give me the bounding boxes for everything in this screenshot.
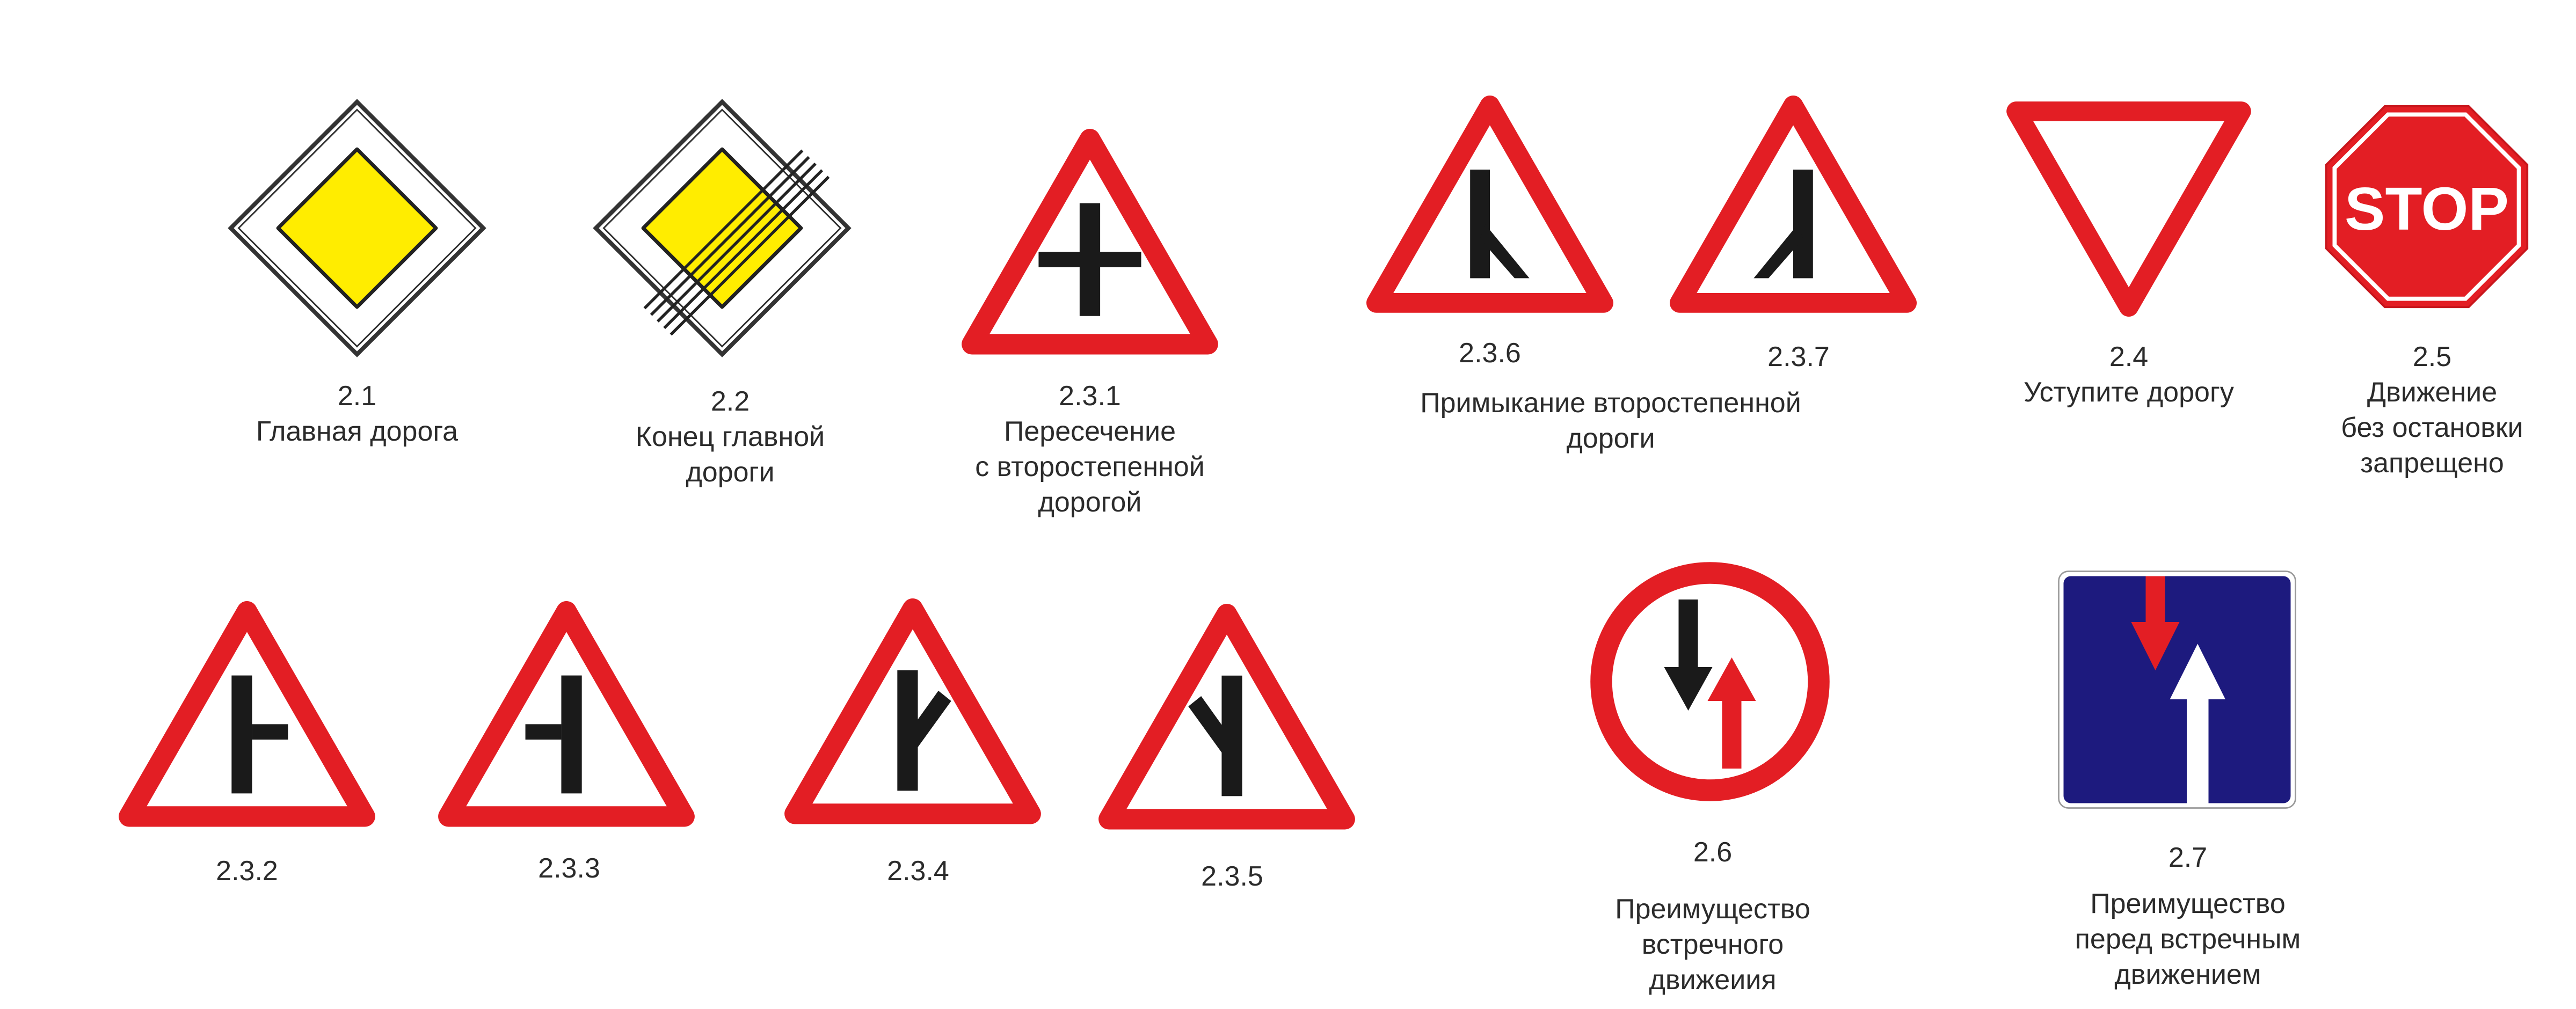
end-main-road-icon — [593, 99, 852, 357]
caption-2-7: 2.7 Преимущество перед встречным движени… — [2048, 840, 2327, 992]
main-road-icon — [228, 99, 486, 357]
sign-title: с второстепенной — [975, 451, 1205, 482]
sign-code: 2.3.1 — [1059, 381, 1121, 412]
sign-2-4-give-way — [2005, 97, 2252, 317]
caption-2-3-1: 2.3.1 Пересечение с второстепенной дорог… — [950, 378, 1229, 520]
caption-2-3-5: 2.3.5 — [1125, 859, 1340, 894]
sign-title: Движение — [2367, 377, 2498, 408]
sign-title: перед встречным — [2075, 924, 2301, 955]
sign-title: запрещено — [2360, 448, 2504, 479]
sign-code: 2.4 — [2109, 341, 2149, 372]
sign-code: 2.3.2 — [216, 856, 278, 887]
sign-2-3-5-adjoining — [1098, 604, 1356, 835]
caption-2-1: 2.1 Главная дорога — [223, 378, 491, 449]
oncoming-priority-icon — [1590, 562, 1830, 801]
sign-2-3-6-adjoining — [1366, 94, 1613, 319]
sign-code: 2.3.6 — [1459, 338, 1521, 369]
sign-title: дороги — [686, 457, 775, 488]
caption-2-3-7-code: 2.3.7 — [1691, 339, 1906, 375]
sign-title: Конец главной — [635, 421, 825, 452]
sign-title: Пересечение — [1003, 416, 1176, 447]
caption-2-3-2: 2.3.2 — [140, 853, 354, 889]
sign-title: Примыкание второстепенной — [1420, 387, 1801, 419]
adjoining-road-diagonal-left-icon — [1098, 604, 1355, 830]
sign-2-3-1-crossing — [961, 129, 1219, 360]
sign-code: 2.2 — [710, 386, 750, 417]
sign-title: встречного — [1641, 929, 1784, 960]
sign-code: 2.6 — [1693, 837, 1733, 868]
sign-title: Главная дорога — [256, 416, 459, 447]
sign-title: дорогой — [1038, 487, 1142, 518]
sign-title: движеиия — [1649, 964, 1777, 996]
caption-2-3-6-7-title: Примыкание второстепенной дороги — [1364, 385, 1858, 456]
caption-2-3-6-code: 2.3.6 — [1382, 335, 1597, 371]
sign-2-3-7-adjoining — [1670, 94, 1917, 319]
sign-code: 2.5 — [2412, 341, 2452, 372]
sign-title: без остановки — [2341, 412, 2523, 443]
caption-2-3-3: 2.3.3 — [462, 851, 676, 886]
adjoining-road-right-icon — [1366, 96, 1613, 313]
sign-code: 2.3.5 — [1201, 861, 1263, 892]
sign-title: Уступите дорогу — [2024, 377, 2234, 408]
sign-title: дороги — [1566, 423, 1655, 454]
caption-2-6: 2.6 Преимущество встречного движеиия — [1584, 835, 1842, 998]
sign-2-3-3-adjoining — [438, 601, 695, 832]
sign-title: движением — [2114, 959, 2261, 990]
stop-sign-icon: STOP — [2325, 105, 2529, 309]
sign-code: 2.3.4 — [887, 856, 949, 887]
sign-2-7-priority-over-oncoming — [2056, 569, 2298, 810]
sign-title: Преимущество — [2090, 888, 2286, 919]
sign-2-3-2-adjoining — [118, 601, 376, 832]
adjoining-road-left-icon — [1670, 96, 1917, 313]
adjoining-road-right-icon — [119, 601, 375, 827]
caption-2-3-4: 2.3.4 — [811, 853, 1025, 889]
sign-code: 2.1 — [337, 381, 377, 412]
priority-over-oncoming-icon — [2058, 571, 2296, 809]
caption-2-5: 2.5 Движение без остановки запрещено — [2303, 339, 2561, 481]
caption-2-4: 2.4 Уступите дорогу — [1986, 339, 2271, 410]
sign-title: Преимущество — [1615, 894, 1810, 925]
sign-2-1-main-road — [225, 97, 489, 360]
caption-2-2: 2.2 Конец главной дороги — [591, 384, 870, 490]
crossroad-warning-icon — [962, 129, 1218, 355]
sign-code: 2.3.7 — [1767, 341, 1830, 372]
sign-2-6-oncoming-priority — [1589, 561, 1831, 802]
stop-text: STOP — [2345, 175, 2509, 243]
give-way-icon — [2006, 101, 2251, 317]
sign-code: 2.3.3 — [538, 853, 600, 884]
adjoining-road-left-icon — [438, 601, 695, 827]
sign-2-3-4-adjoining — [784, 598, 1042, 829]
adjoining-road-diagonal-right-icon — [784, 598, 1041, 824]
sign-2-2-end-main-road — [591, 97, 854, 360]
sign-code: 2.7 — [2168, 842, 2208, 873]
sign-2-5-stop: STOP — [2322, 102, 2531, 311]
